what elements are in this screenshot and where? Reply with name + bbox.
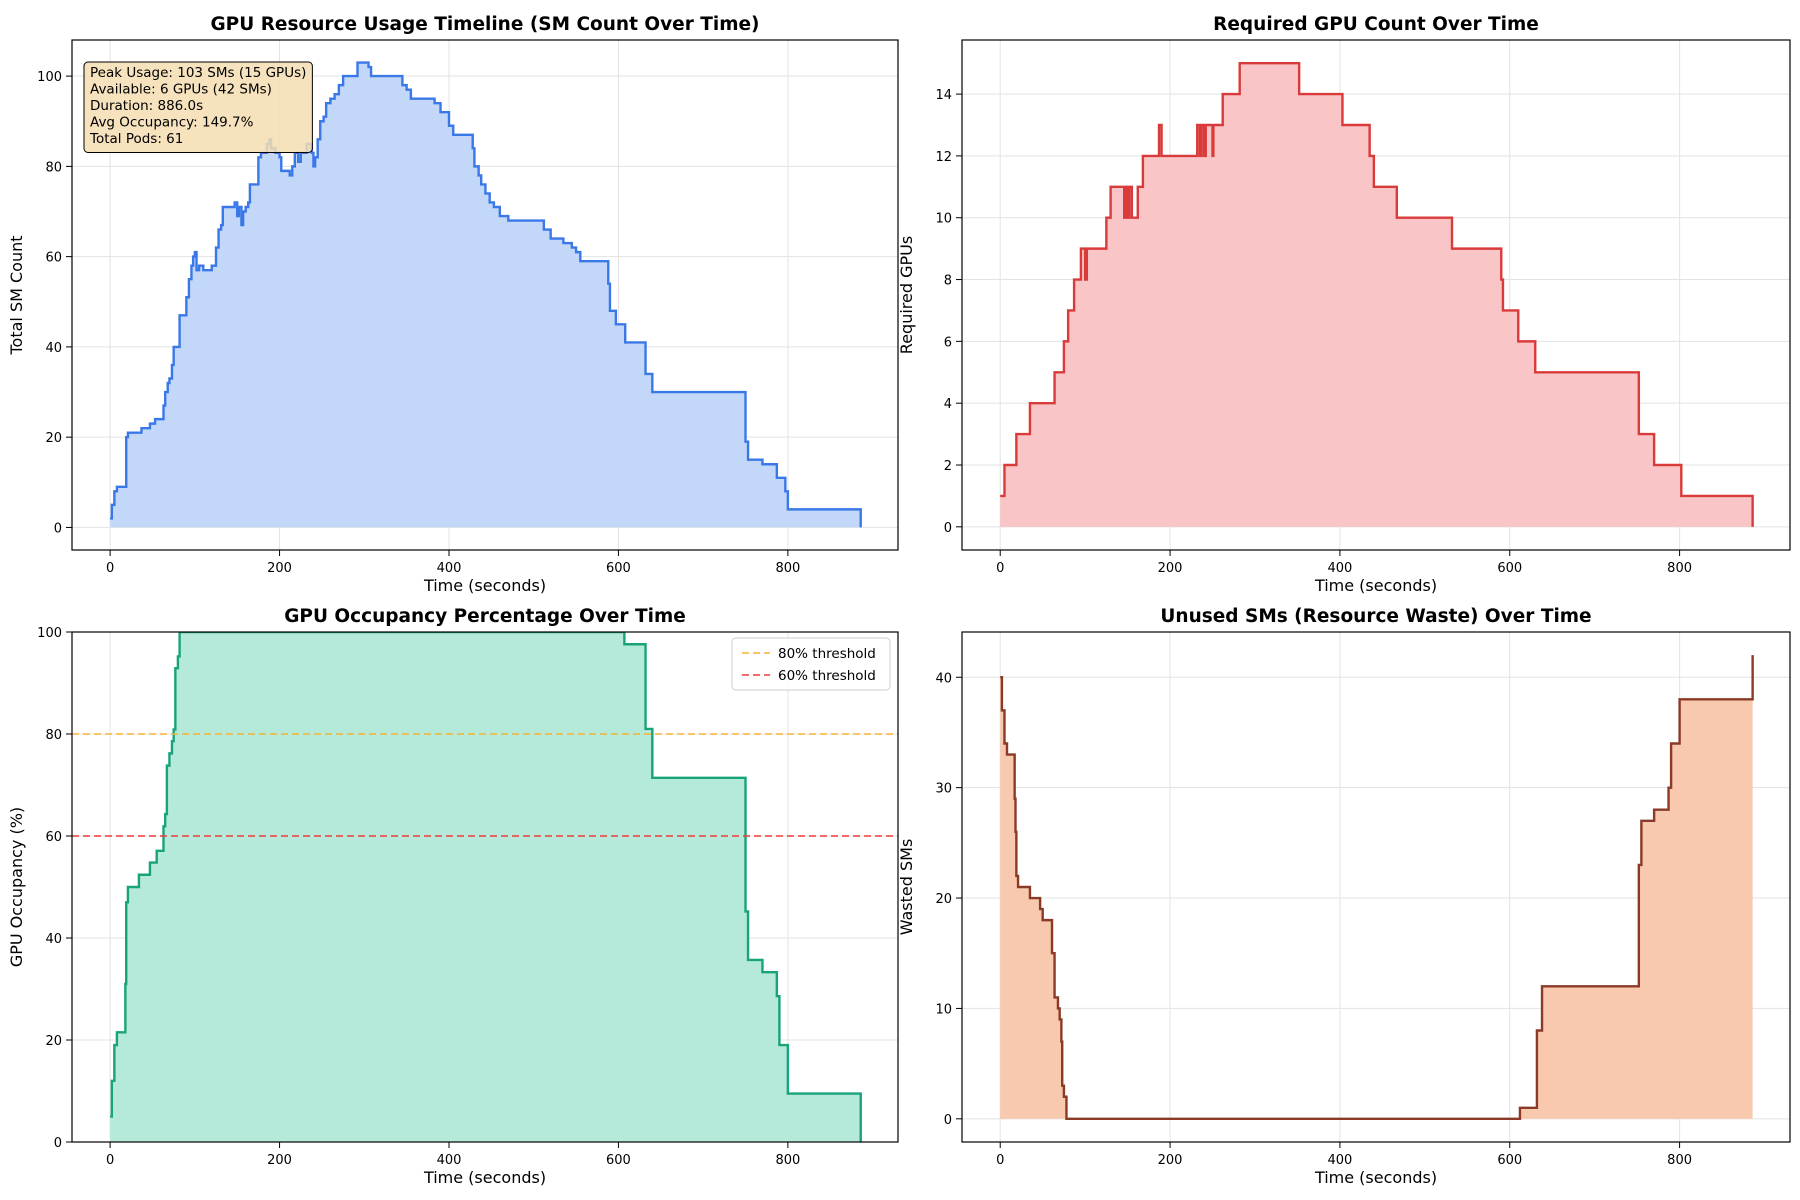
x-tick-label: 0 (996, 1153, 1004, 1168)
y-tick-label: 12 (935, 150, 952, 165)
x-tick-label: 0 (996, 561, 1004, 576)
series-line (1000, 655, 1754, 1121)
x-axis-label: Time (seconds) (423, 1168, 546, 1187)
y-tick-label: 4 (944, 397, 952, 412)
legend-label: 80% threshold (778, 646, 876, 662)
chart-panel-1: 0 200 400 600 800 0 20 40 60 80 100 GPU Resource Us… (7, 14, 899, 595)
stats-annotation-box (83, 61, 313, 153)
y-tick-label: 10 (935, 1002, 952, 1017)
y-tick-label: 0 (944, 1113, 952, 1128)
x-axis-label: Time (seconds) (423, 576, 546, 595)
y-tick-label: 80 (45, 728, 62, 743)
series-line (110, 632, 862, 1142)
x-tick-label: 200 (1158, 561, 1183, 576)
y-tick-label: 8 (944, 274, 952, 289)
y-tick-label: 100 (37, 70, 62, 85)
chart-title: Unused SMs (Resource Waste) Over Time (1160, 606, 1591, 627)
y-tick-label: 30 (935, 782, 952, 797)
x-tick-label: 400 (437, 561, 462, 576)
series-area (110, 632, 861, 1142)
chart-title: GPU Occupancy Percentage Over Time (284, 606, 686, 627)
y-tick-label: 14 (935, 88, 952, 103)
y-tick-label: 0 (944, 521, 952, 536)
y-tick-label: 60 (45, 251, 62, 266)
legend-label: 60% threshold (778, 668, 876, 684)
x-tick-label: 0 (106, 561, 114, 576)
x-tick-label: 400 (1327, 1153, 1352, 1168)
stats-annotation-line: Duration: 886.0s (90, 98, 203, 114)
x-tick-label: 600 (606, 561, 631, 576)
y-tick-label: 2 (944, 459, 952, 474)
y-tick-label: 100 (37, 626, 62, 641)
y-tick-label: 40 (935, 671, 952, 686)
stats-annotation-line: Avg Occupancy: 149.7% (90, 115, 254, 131)
y-tick-label: 40 (45, 341, 62, 356)
series-area (1000, 655, 1753, 1119)
plot-frame (71, 39, 899, 551)
y-tick-label: 6 (944, 335, 952, 350)
series-area (110, 62, 861, 528)
x-tick-label: 800 (775, 1153, 800, 1168)
y-tick-label: 0 (54, 1136, 62, 1151)
y-tick-label: 40 (45, 932, 62, 947)
stats-annotation-line: Available: 6 GPUs (42 SMs) (90, 82, 272, 98)
x-axis-label: Time (seconds) (1314, 1168, 1437, 1187)
chart-title: Required GPU Count Over Time (1213, 14, 1539, 35)
y-axis-label: Required GPUs (897, 236, 916, 354)
y-tick-label: 20 (935, 892, 952, 907)
chart-panel-3: 0 200 400 600 800 0 20 40 60 80 100 GPU Occupancy P… (7, 606, 899, 1187)
x-tick-label: 800 (775, 561, 800, 576)
x-tick-label: 400 (437, 1153, 462, 1168)
y-tick-label: 20 (45, 1034, 62, 1049)
x-tick-label: 400 (1327, 561, 1352, 576)
plot-frame (961, 39, 1791, 551)
x-tick-label: 800 (1667, 1153, 1692, 1168)
chart-title: GPU Resource Usage Timeline (SM Count Ov… (210, 14, 759, 35)
y-tick-label: 0 (54, 521, 62, 536)
x-tick-label: 800 (1667, 561, 1692, 576)
x-tick-label: 200 (267, 561, 292, 576)
plot-frame (961, 631, 1791, 1143)
plot-frame (71, 631, 899, 1143)
x-tick-label: 600 (606, 1153, 631, 1168)
chart-panel-2: 0 200 400 600 800 0 2 4 6 8 10 12 14 Required GPU Cou… (897, 14, 1791, 595)
x-tick-label: 200 (1158, 1153, 1183, 1168)
x-tick-label: 0 (106, 1153, 114, 1168)
series-line (1000, 61, 1754, 527)
chart-panel-4: 0 200 400 600 800 0 10 20 30 40 Unused SMs (Resour… (897, 606, 1791, 1187)
y-axis-label: GPU Occupancy (%) (7, 807, 26, 967)
x-tick-label: 600 (1497, 561, 1522, 576)
stats-annotation-line: Peak Usage: 103 SMs (15 GPUs) (90, 65, 306, 81)
series-area (1000, 63, 1753, 527)
x-tick-label: 600 (1497, 1153, 1522, 1168)
y-axis-label: Total SM Count (7, 235, 26, 355)
x-axis-label: Time (seconds) (1314, 576, 1437, 595)
stats-annotation-line: Total Pods: 61 (89, 131, 183, 147)
x-tick-label: 200 (267, 1153, 292, 1168)
y-tick-label: 20 (45, 431, 62, 446)
y-tick-label: 80 (45, 160, 62, 175)
y-tick-label: 60 (45, 830, 62, 845)
legend-box (731, 637, 891, 691)
y-axis-label: Wasted SMs (897, 839, 916, 936)
y-tick-label: 10 (935, 212, 952, 227)
